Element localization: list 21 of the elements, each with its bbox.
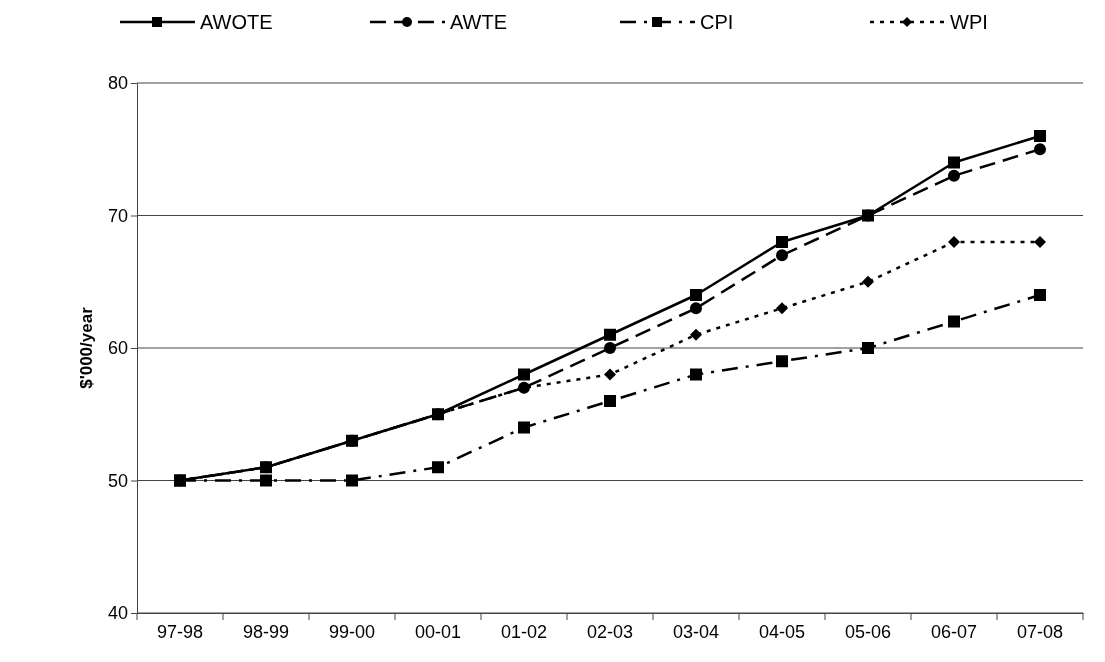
y-tick-label: 70 (107, 205, 128, 226)
legend-label: AWOTE (200, 11, 273, 33)
x-tick-label: 04-05 (758, 621, 806, 642)
x-tick-label: 03-04 (672, 621, 720, 642)
x-tick-label: 06-07 (930, 621, 978, 642)
x-tick-label: 98-99 (242, 621, 290, 642)
x-tick-label: 07-08 (1016, 621, 1064, 642)
y-tick-label: 40 (107, 603, 128, 624)
legend-label: WPI (950, 11, 988, 33)
x-tick-label: 00-01 (414, 621, 462, 642)
legend-label: AWTE (450, 11, 508, 33)
x-tick-label: 97-98 (156, 621, 204, 642)
y-axis-title: $'000/year (77, 306, 96, 389)
y-tick-label: 60 (107, 338, 128, 359)
legend-label: CPI (700, 11, 734, 33)
x-tick-label: 05-06 (844, 621, 892, 642)
x-tick-label: 01-02 (500, 621, 548, 642)
y-tick-label: 80 (107, 73, 128, 94)
x-tick-label: 02-03 (586, 621, 634, 642)
x-tick-label: 99-00 (328, 621, 376, 642)
y-tick-label: 50 (107, 470, 128, 491)
